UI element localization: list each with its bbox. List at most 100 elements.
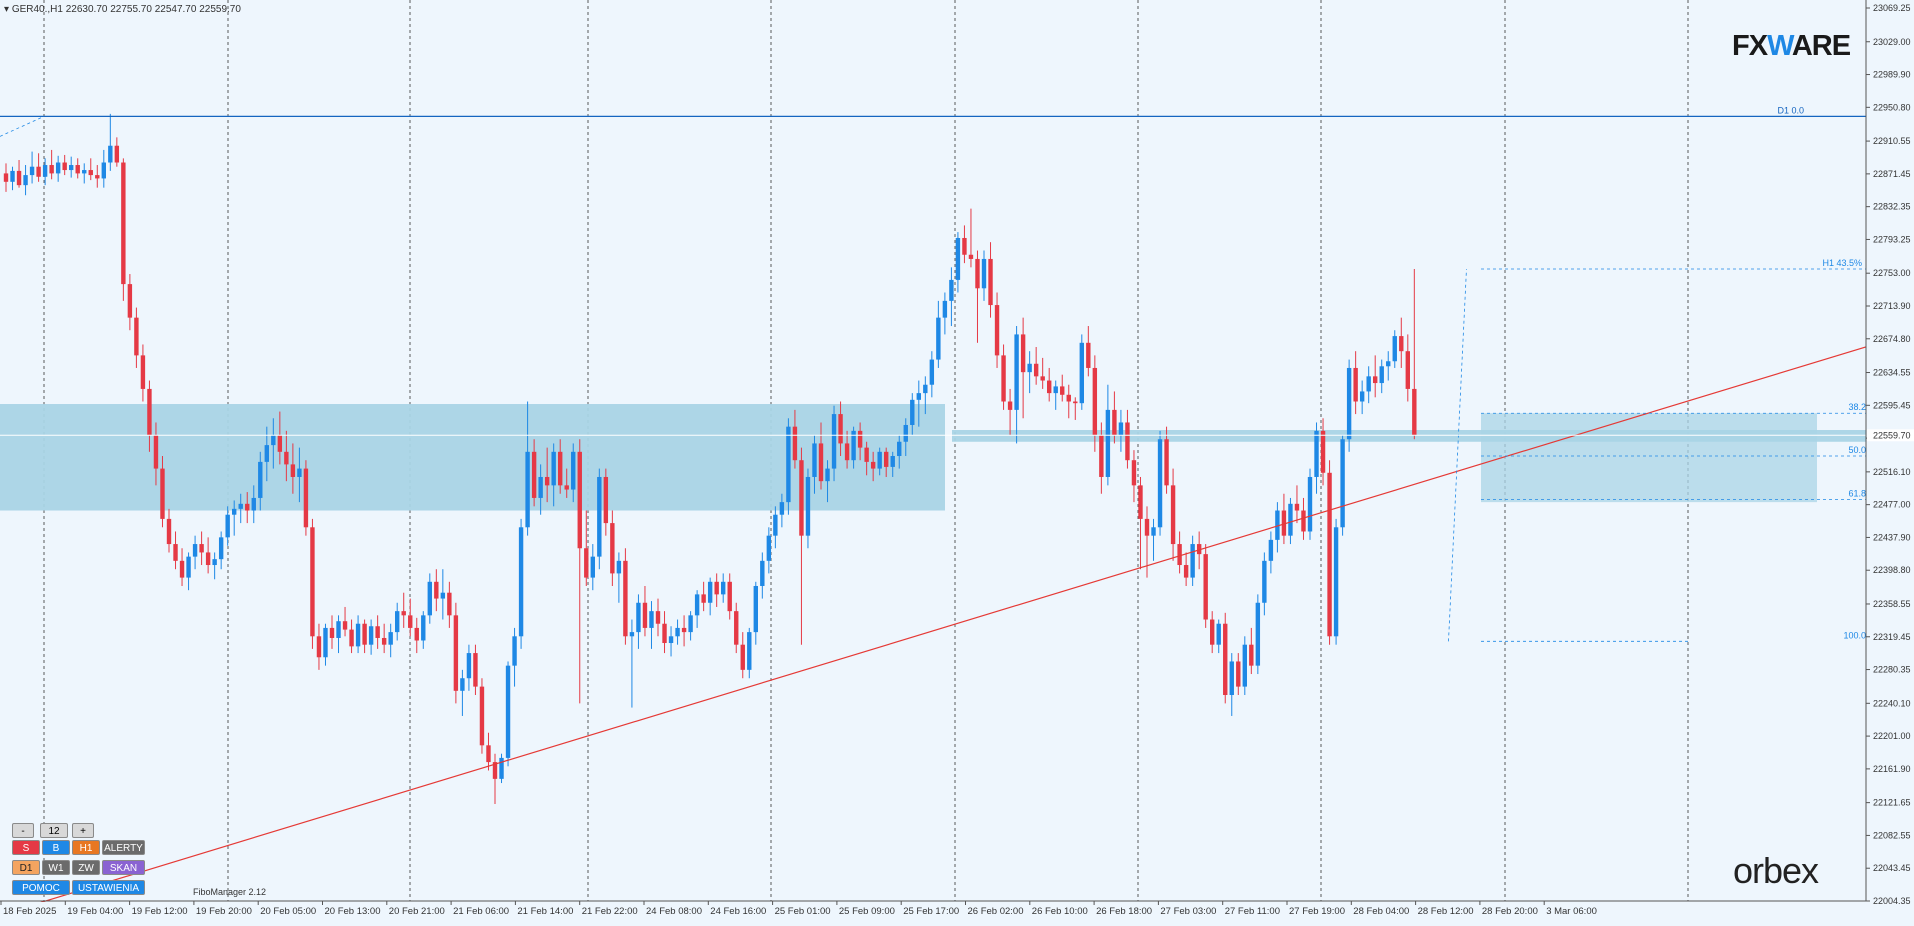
candle-body [473, 653, 478, 687]
fxware-logo: FXWARE [1732, 30, 1851, 62]
time-tick-label: 27 Feb 19:00 [1289, 906, 1345, 917]
candles [3, 113, 1417, 805]
candle-body [740, 644, 745, 670]
price-tick-label: 22437.90 [1873, 532, 1911, 542]
candle-body [910, 399, 915, 425]
candle-body [1236, 661, 1241, 687]
candle-body [688, 615, 693, 633]
candle-body [1047, 380, 1052, 394]
candle-body [205, 552, 211, 566]
candle-body [818, 443, 824, 482]
count-field[interactable]: 12 [40, 823, 68, 838]
time-tick-label: 24 Feb 08:00 [646, 906, 702, 917]
candle-body [251, 497, 256, 511]
increase-button[interactable]: + [72, 823, 94, 838]
sell-button[interactable]: S [12, 840, 40, 855]
candle-body [362, 623, 367, 645]
w1-button[interactable]: W1 [42, 860, 70, 875]
time-tick-label: 21 Feb 14:00 [517, 906, 573, 917]
candle-body [395, 611, 400, 633]
alerts-button[interactable]: ALERTY [102, 840, 145, 855]
candle-body [153, 435, 159, 469]
candle-body [1268, 539, 1274, 561]
candle-body [316, 636, 322, 658]
d1-button[interactable]: D1 [12, 860, 40, 875]
candle-body [988, 258, 993, 306]
candle-body [375, 626, 380, 638]
candle-body [284, 451, 289, 465]
candle-body [258, 461, 263, 498]
decrease-button[interactable]: - [12, 823, 34, 838]
time-tick-label: 19 Feb 20:00 [196, 906, 252, 917]
candle-body [747, 632, 752, 670]
candle-body [368, 626, 374, 645]
candle-body [1183, 565, 1189, 578]
d1-level-label: D1 0.0 [1777, 105, 1804, 115]
price-tick-label: 23029.00 [1873, 37, 1911, 47]
price-axis[interactable]: 23069.25 23029.00 22989.90 22950.80 22910.55… [1865, 0, 1914, 921]
candle-body [453, 615, 459, 691]
candle-body [245, 503, 250, 511]
candle-body [1392, 336, 1397, 362]
candle-body [108, 145, 113, 163]
candle-body [851, 430, 856, 461]
candle-body [1255, 602, 1261, 666]
candle-body [857, 430, 863, 448]
d1-dashed-connector [0, 116, 45, 137]
buy-button[interactable]: B [42, 840, 70, 855]
h1-button[interactable]: H1 [72, 840, 100, 855]
price-tick-label: 22082.55 [1873, 830, 1911, 840]
candle-body [727, 581, 732, 612]
candle-body [694, 594, 700, 616]
candle-body [82, 170, 87, 174]
candle-body [675, 627, 680, 637]
price-zone [1481, 413, 1817, 503]
candle-body [447, 592, 452, 616]
candle-body [903, 424, 908, 442]
time-tick-label: 28 Feb 04:00 [1353, 906, 1409, 917]
current-price-label: 22559.70 [1873, 430, 1911, 440]
time-tick-label: 19 Feb 12:00 [132, 906, 188, 917]
candle-body [277, 435, 283, 452]
time-axis[interactable]: 18 Feb 2025 19 Feb 04:00 19 Feb 12:00 19 Fe… [0, 900, 1866, 921]
candle-body [1314, 430, 1319, 477]
time-tick-label: 27 Feb 11:00 [1225, 906, 1280, 917]
candle-body [786, 426, 791, 503]
candle-body [1301, 510, 1306, 532]
candle-body [636, 602, 641, 633]
zw-button[interactable]: ZW [72, 860, 100, 875]
price-tick-label: 22871.45 [1873, 169, 1911, 179]
candle-body [1151, 527, 1156, 536]
candle-body [707, 581, 713, 603]
time-axis-background [0, 902, 1866, 921]
candle-body [16, 170, 22, 186]
candle-body [955, 237, 961, 280]
time-tick-label: 25 Feb 09:00 [839, 906, 895, 917]
candle-body [1320, 430, 1326, 473]
candle-body [212, 559, 217, 566]
price-tick-label: 22121.65 [1873, 798, 1911, 808]
candle-body [597, 476, 602, 557]
candle-body [238, 503, 243, 509]
candle-body [42, 165, 48, 177]
candle-body [505, 665, 511, 758]
candle-body [721, 581, 726, 595]
candle-body [949, 279, 954, 301]
candle-body [114, 145, 120, 163]
candle-body [1262, 560, 1267, 603]
price-tick-label: 22516.10 [1873, 467, 1911, 477]
candle-body [1020, 334, 1026, 373]
settings-button[interactable]: USTAWIENIA [72, 880, 145, 895]
candle-body [538, 476, 543, 498]
candle-body [714, 581, 719, 595]
help-button[interactable]: POMOC [12, 880, 70, 895]
candle-body [1040, 376, 1045, 381]
candle-body [1294, 503, 1300, 511]
candle-body [897, 441, 902, 457]
candle-body [381, 637, 387, 645]
scan-button[interactable]: SKAN [102, 860, 145, 875]
candle-body [1177, 544, 1182, 566]
candle-body [1210, 619, 1215, 645]
